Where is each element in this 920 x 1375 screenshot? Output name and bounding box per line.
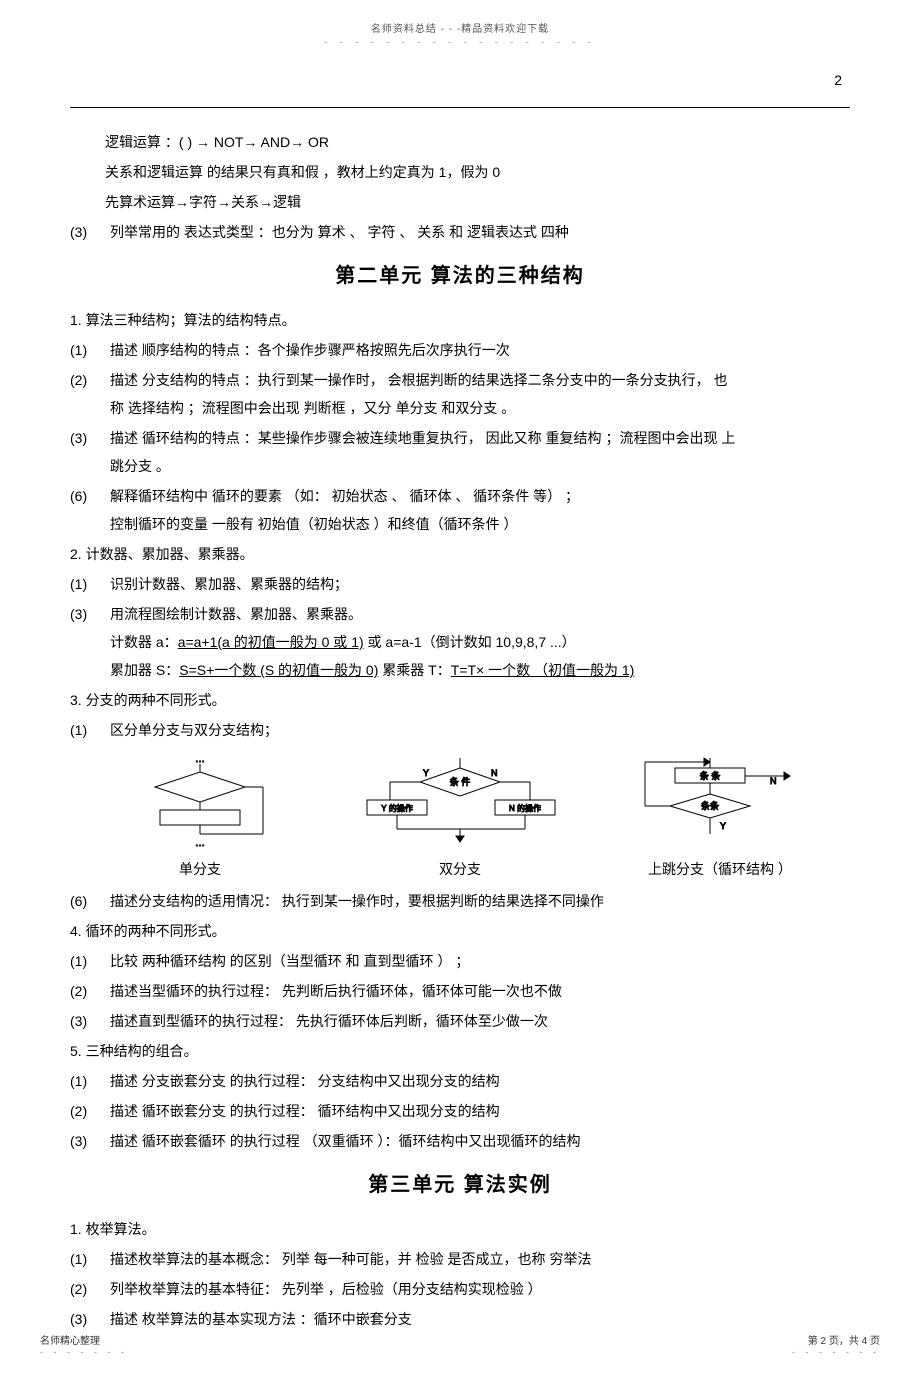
u2-s5-heading: 5. 三种结构的组合。 — [70, 1037, 850, 1065]
caption-double: 双分支 — [330, 855, 590, 883]
item-label: (1) — [70, 947, 110, 975]
u2-s1-6-text-a: 解释循环结构中 循环的要素 （如： 初始状态 、 循环体 、 循环条件 等） ； — [110, 482, 850, 510]
n-action-label: N 的操作 — [509, 803, 541, 813]
u2-s1-1-text: 描述 顺序结构的特点 ：各个操作步骤严格按照先后次序执行一次 — [110, 336, 850, 364]
footer-left: 名师精心整理 - - - - - - - — [40, 1332, 128, 1357]
cond-box-label: 条 条 — [700, 770, 721, 781]
item-label: (2) — [70, 1275, 110, 1303]
top-header-text: 名师资料总结 - - -精品资料欢迎下载 — [70, 20, 850, 35]
item-label: (1) — [70, 1067, 110, 1095]
u2-s4-1-text: 比较 两种循环结构 的区别（当型循环 和 直到型循环 ） ； — [110, 947, 850, 975]
counter-mid: 或 a=a-1（倒计数如 10,9,8,7 ...） — [364, 634, 576, 650]
separator-line — [70, 107, 850, 108]
flowchart-diagrams-row: … … 单分支 — [70, 754, 850, 883]
u2-s2-3-counter-line: 计数器 a：a=a+1(a 的初值一般为 0 或 1) 或 a=a-1（倒计数如… — [110, 628, 850, 656]
item-label: (6) — [70, 482, 110, 538]
u2-s1-3-text-a: 描述 循环结构的特点 ：某些操作步骤会被连续地重复执行， 因此又称 重复结构 ；… — [110, 424, 850, 452]
precedence-line: 先算术运算→字符→关系→逻辑 — [105, 188, 850, 216]
u3-s1-3-text: 描述 枚举算法的基本实现方法 ：循环中嵌套分支 — [110, 1305, 850, 1333]
item-label: (3) — [70, 1127, 110, 1155]
item-label: (3) — [70, 218, 110, 246]
caption-single: 单分支 — [70, 855, 330, 883]
y-label: Y — [720, 821, 726, 831]
u3-s1-1-text: 描述枚举算法的基本概念： 列举 每一种可能，并 检验 是否成立，也称 穷举法 — [110, 1245, 850, 1273]
acc-pre: 累加器 S： — [110, 662, 179, 678]
u2-s5-2-text: 描述 循环嵌套分支 的执行过程： 循环结构中又出现分支的结构 — [110, 1097, 850, 1125]
item-label: (6) — [70, 887, 110, 915]
item-label: (3) — [70, 1007, 110, 1035]
body-content: 逻辑运算 ：( ) → NOT→ AND→ OR 关系和逻辑运算 的结果只有真和… — [70, 128, 850, 1333]
u2-s1-2-text-a: 描述 分支结构的特点 ：执行到某一操作时， 会根据判断的结果选择二条分支中的一条… — [110, 366, 850, 394]
u2-s3-heading: 3. 分支的两种不同形式。 — [70, 686, 850, 714]
item-label: (3) — [70, 600, 110, 684]
diagram-single-branch: … … 单分支 — [70, 754, 330, 883]
u2-s3-1-text: 区分单分支与双分支结构； — [110, 716, 850, 744]
u2-s2-3-acc-mul-line: 累加器 S：S=S+一个数 (S 的初值一般为 0) 累乘器 T：T=T× 一个… — [110, 656, 850, 684]
top-header-dots: - - - - - - - - - - - - - - - - - - — [70, 37, 850, 47]
item-label: (1) — [70, 336, 110, 364]
item-label: (2) — [70, 977, 110, 1005]
u2-s1-heading: 1. 算法三种结构；算法的结构特点。 — [70, 306, 850, 334]
acc-formula: S=S+一个数 (S 的初值一般为 0) — [179, 662, 378, 678]
u2-s3-6-text: 描述分支结构的适用情况： 执行到某一操作时，要根据判断的结果选择不同操作 — [110, 887, 850, 915]
u2-s4-3-text: 描述直到型循环的执行过程： 先执行循环体后判断，循环体至少做一次 — [110, 1007, 850, 1035]
u2-s2-3-text: 用流程图绘制计数器、累加器、累乘器。 — [110, 600, 850, 628]
footer-left-text: 名师精心整理 — [40, 1332, 128, 1347]
u2-s5-3-text: 描述 循环嵌套循环 的执行过程 （双重循环 ）：循环结构中又出现循环的结构 — [110, 1127, 850, 1155]
item-label: (3) — [70, 424, 110, 480]
u2-s2-1-text: 识别计数器、累加器、累乘器的结构； — [110, 570, 850, 598]
u3-s1-2-text: 列举枚举算法的基本特征： 先列举 ，后检验（用分支结构实现检验 ） — [110, 1275, 850, 1303]
cond-diamond-label: 条条 — [701, 800, 719, 811]
footer-left-dots: - - - - - - - — [40, 1347, 128, 1357]
u2-s4-2-text: 描述当型循环的执行过程： 先判断后执行循环体，循环体可能一次也不做 — [110, 977, 850, 1005]
counter-pre: 计数器 a： — [110, 634, 178, 650]
n-label: N — [491, 768, 498, 778]
unit2-title: 第二单元 算法的三种结构 — [70, 256, 850, 296]
u2-s1-2-text-b: 称 选择结构 ；流程图中会出现 判断框 ，又分 单分支 和双分支 。 — [110, 394, 850, 422]
page-number-top: 2 — [834, 72, 842, 88]
u3-s1-heading: 1. 枚举算法。 — [70, 1215, 850, 1243]
document-page: 名师资料总结 - - -精品资料欢迎下载 - - - - - - - - - -… — [0, 0, 920, 1375]
y-label: Y — [423, 768, 429, 778]
mul-formula: T=T× 一个数 （初值一般为 1) — [451, 662, 635, 678]
relation-logic-result-line: 关系和逻辑运算 的结果只有真和假 ，教材上约定真为 1，假为 0 — [105, 158, 850, 186]
u2-s1-6-text-b: 控制循环的变量 一般有 初始值（初始状态 ）和终值（循环条件 ） — [110, 510, 850, 538]
footer-right-text: 第 2 页，共 4 页 — [792, 1332, 880, 1347]
item-label: (2) — [70, 366, 110, 422]
n-label: N — [770, 776, 777, 786]
y-action-label: Y 的操作 — [381, 803, 412, 813]
item-label: (3) — [70, 1305, 110, 1333]
diagram-loop-jump: 条 条 N 条条 Y — [590, 754, 850, 883]
u2-s2-heading: 2. 计数器、累加器、累乘器。 — [70, 540, 850, 568]
item-label: (2) — [70, 1097, 110, 1125]
logic-ops-line: 逻辑运算 ：( ) → NOT→ AND→ OR — [105, 128, 850, 156]
caption-jump: 上跳分支（循环结构 ） — [590, 855, 850, 883]
item-label: (1) — [70, 716, 110, 744]
u2-s4-heading: 4. 循环的两种不同形式。 — [70, 917, 850, 945]
u2-s5-1-text: 描述 分支嵌套分支 的执行过程： 分支结构中又出现分支的结构 — [110, 1067, 850, 1095]
u2-s1-3-text-b: 跳分支 。 — [110, 452, 850, 480]
cond-label: 条 件 — [450, 776, 471, 787]
counter-formula: a=a+1(a 的初值一般为 0 或 1) — [178, 634, 364, 650]
item-label: (1) — [70, 1245, 110, 1273]
diagram-double-branch: 条 件 Y Y 的操作 N N 的操作 — [330, 754, 590, 883]
dots-label: … — [195, 838, 205, 849]
footer-right: 第 2 页，共 4 页 - - - - - - - — [792, 1332, 880, 1357]
item-label: (1) — [70, 570, 110, 598]
mul-pre: 累乘器 T： — [378, 662, 450, 678]
dots-label: … — [195, 754, 205, 765]
footer-right-dots: - - - - - - - — [792, 1347, 880, 1357]
unit3-title: 第三单元 算法实例 — [70, 1165, 850, 1205]
expr-types-line: 列举常用的 表达式类型 ：也分为 算术 、 字符 、 关系 和 逻辑表达式 四种 — [110, 218, 850, 246]
